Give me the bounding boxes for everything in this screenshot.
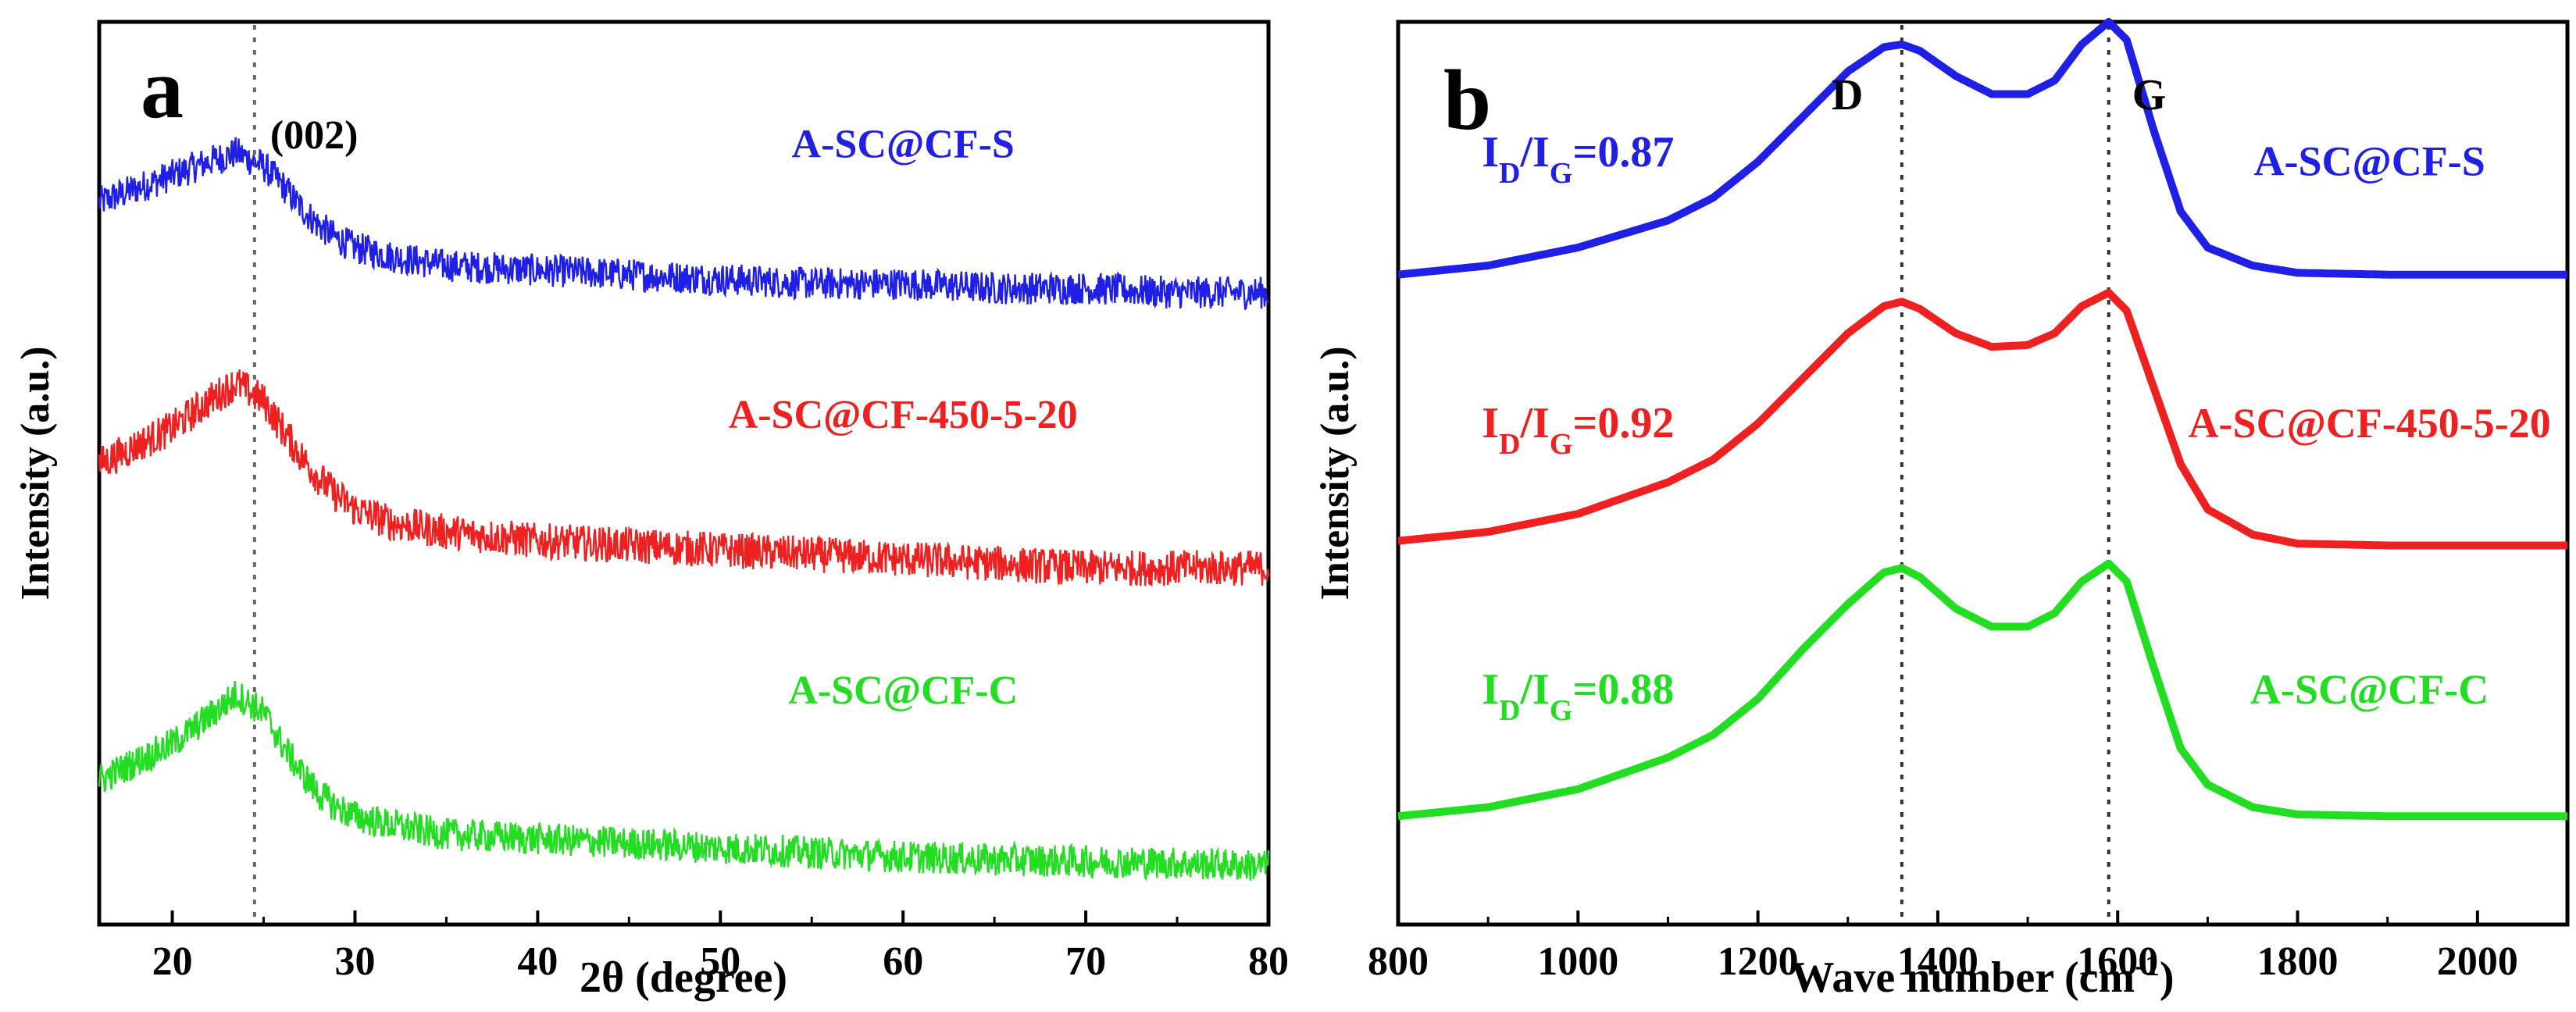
panel-b-ratio-label-part: I <box>1482 399 1499 447</box>
panel-b-x-tick-label: 1200 <box>1718 939 1799 984</box>
panel-b-series-line <box>1396 559 2570 821</box>
panel-b-band-label: D <box>1832 71 1863 119</box>
panel-a-series-labels: A-SC@CF-S A-SC@CF-450-5-20 A-SC@CF-C <box>729 122 1078 712</box>
panel-a-series-line <box>98 137 1270 311</box>
panel-b-x-tick-label: 2000 <box>2437 939 2518 984</box>
panel-b-x-ticks: 800 1000 1200 1400 1600 1800 2000 <box>1368 910 2518 984</box>
panel-b-ratio-label-part: =0.87 <box>1572 128 1674 176</box>
panel-b-x-axis-label: Wave number (cm-1) <box>1790 950 2174 1002</box>
panel-b-series-label: A-SC@CF-C <box>2250 666 2489 713</box>
panel-a-x-tick-label: 70 <box>1065 939 1106 984</box>
panel-a-chart: 20 30 40 50 60 70 80 (002) A-SC@CF-S A-SC@CF-45… <box>13 20 1289 1002</box>
panel-b-ratio-label-part: /I <box>1520 399 1550 447</box>
panel-b-ratio-label: ID/IG=0.92 <box>1482 399 1674 461</box>
panel-b-ratio-label-part: D <box>1499 157 1520 190</box>
panel-b-ratio-label-part: I <box>1482 665 1499 714</box>
panel-a-x-ticks: 20 30 40 50 60 70 80 <box>152 910 1289 984</box>
panel-a-series-label: A-SC@CF-S <box>792 122 1015 166</box>
panel-a-x-tick-label: 50 <box>700 939 740 984</box>
panel-b-series-label: A-SC@CF-S <box>2254 138 2485 185</box>
panel-b-ratio-label: ID/IG=0.88 <box>1482 665 1674 727</box>
panel-a-x-axis-label: 2θ (degree) <box>580 953 787 1002</box>
panel-a-x-tick-label: 80 <box>1248 939 1289 984</box>
panel-b-x-tick-label: 1600 <box>2077 939 2158 984</box>
panel-a-series-line <box>98 680 1270 882</box>
panel-b-ratio-label-part: /I <box>1520 665 1550 714</box>
panel-a-002-label: (002) <box>270 113 359 158</box>
panel-b-plot-frame <box>1396 20 2570 927</box>
panel-b-x-tick-label: 1000 <box>1537 939 1618 984</box>
panel-a-series-group <box>98 137 1270 882</box>
panel-a-series-label: A-SC@CF-C <box>788 668 1018 713</box>
panel-b-ratio-label-part: G <box>1550 157 1573 190</box>
panel-b-ratio-label-part: D <box>1499 694 1520 727</box>
panel-b-series-label: A-SC@CF-450-5-20 <box>2189 400 2551 447</box>
panel-a-y-axis-label: Intensity (a.u.) <box>13 346 58 600</box>
panel-a-series-line <box>98 369 1270 586</box>
panel-a-x-tick-label: 60 <box>883 939 923 984</box>
panel-b-letter: b <box>1443 52 1491 148</box>
panel-b-ratio-label-part: I <box>1482 128 1499 176</box>
panel-b-ratio-label-part: G <box>1550 428 1573 461</box>
panel-b-x-axis-label-sup: -1 <box>2135 950 2160 982</box>
panel-b-ratio-label: ID/IG=0.87 <box>1482 128 1674 190</box>
panel-a-series-label: A-SC@CF-450-5-20 <box>729 393 1078 437</box>
panel-b-x-tick-label: 1400 <box>1897 939 1978 984</box>
panel-b-reference-lines <box>1900 25 2110 921</box>
panel-b-x-tick-label: 1800 <box>2257 939 2339 984</box>
panel-b-ratio-label-part: G <box>1550 694 1573 727</box>
panel-b-x-tick-label: 800 <box>1368 939 1429 984</box>
panel-b-ratio-label-part: D <box>1499 428 1520 461</box>
panel-a-plot-frame <box>97 20 1271 927</box>
panel-b-series-line <box>1396 288 2570 550</box>
panel-b-ratio-label-part: /I <box>1520 128 1550 176</box>
panel-a-x-tick-label: 30 <box>334 939 375 984</box>
panel-a-x-tick-label: 20 <box>152 939 193 984</box>
panel-b-series-labels: A-SC@CF-S A-SC@CF-450-5-20 A-SC@CF-C <box>2189 138 2551 713</box>
panel-b-ratio-label-part: =0.88 <box>1572 665 1674 714</box>
panel-b-series-line <box>1396 18 2570 279</box>
panel-a-letter: a <box>141 41 184 136</box>
panel-b-series-group <box>1396 18 2570 821</box>
panel-b-band-label: G <box>2132 71 2167 119</box>
panel-a-x-tick-label: 40 <box>517 939 558 984</box>
panel-b-ratio-label-part: =0.92 <box>1572 399 1674 447</box>
panel-b-y-axis-label: Intensity (a.u.) <box>1313 346 1358 600</box>
panel-b-x-axis-label-end: ) <box>2160 953 2175 1002</box>
panel-b-x-axis-label-main: Wave number (cm <box>1790 953 2135 1002</box>
